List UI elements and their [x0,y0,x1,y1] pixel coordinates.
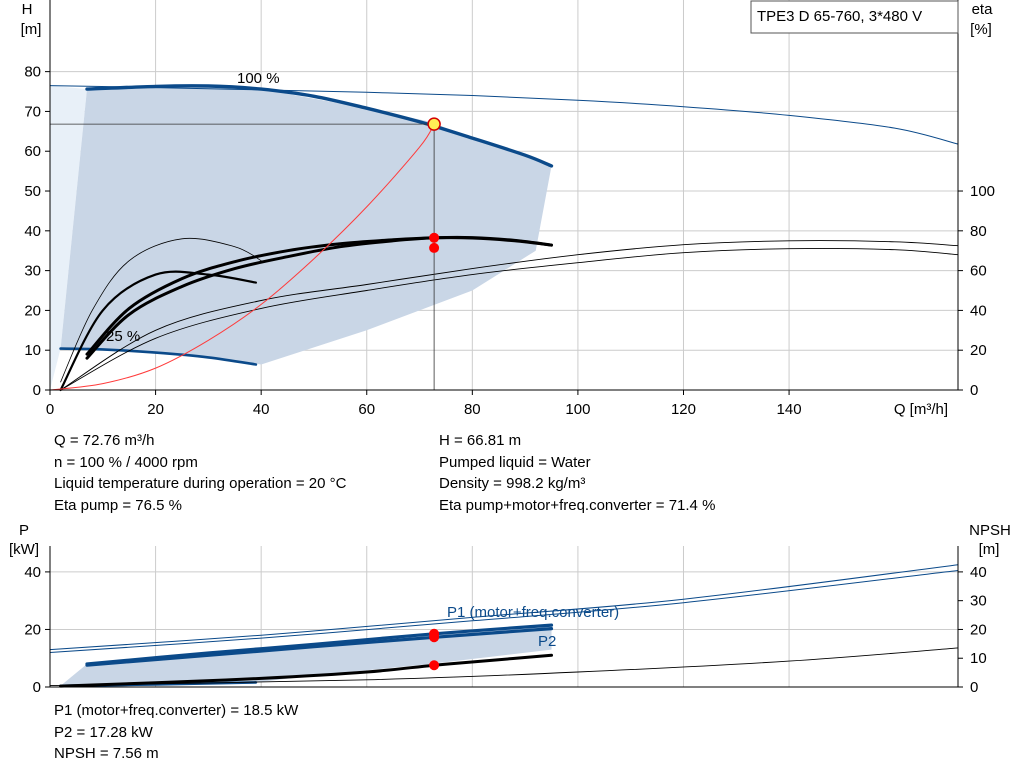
tick-label-right: 40 [970,302,987,319]
readout-power: P1 (motor+freq.converter) = 18.5 kW P2 =… [54,700,298,765]
chart-labels: TPE3 D 65-760, 3*480 V H [m] eta [%] Q [… [9,0,1011,650]
tick-label-x: 100 [565,401,590,418]
curve-head-max [49,85,959,145]
y-label-eta: eta [972,1,994,18]
curve-p1-max [49,564,959,651]
tick-label-right: 0 [970,382,978,399]
y-label-p: P [19,522,29,539]
curve-npsh-max [49,647,959,687]
tick-label-right: 80 [970,223,987,240]
operating-region-power [60,625,552,686]
tick-label-x: 0 [46,401,54,418]
readout-head: H = 66.81 m [439,432,522,449]
power-npsh-panel: 0 20 40 0 10 20 30 40 [24,546,987,696]
tick-label-left: 20 [24,621,41,638]
curve-label-25: 25 % [106,328,140,345]
readout-speed: n = 100 % / 4000 rpm [54,453,198,471]
tick-label-x: 140 [777,401,802,418]
tick-label-right: 40 [970,564,987,581]
tick-label-x: 120 [671,401,696,418]
readout-eta-pump: Eta pump = 76.5 % [54,496,182,514]
tick-label-left: 60 [24,143,41,160]
extended-range-area [50,85,87,391]
tick-label-right: 20 [970,621,987,638]
duty-point-marker [427,117,441,131]
curve-eta-max-2 [60,248,959,391]
readout-p2: P2 = 17.28 kW [54,723,153,741]
efficiency-operating-point [429,232,440,243]
readout-right: H = 66.81 m Pumped liquid = Water Densit… [439,430,715,516]
head-efficiency-panel: 0 10 20 30 40 50 60 70 80 0 20 40 60 80 100 0 20 40 60 80 10… [24,0,995,418]
tick-label-left: 10 [24,342,41,359]
tick-label-right: 100 [970,183,995,200]
tick-label-left: 50 [24,183,41,200]
power-operating-point [429,632,440,643]
system-curve [49,123,435,391]
readout-flow: Q = 72.76 m³/h [54,432,155,449]
readout-npsh: NPSH = 7.56 m [54,745,159,762]
readout-p1: P1 (motor+freq.converter) = 18.5 kW [54,702,299,719]
product-label-box [750,0,959,34]
readout-density: Density = 998.2 kg/m³ [439,475,586,492]
tick-label-right: 30 [970,593,987,610]
readout-liquid: Pumped liquid = Water [439,453,591,471]
tick-label-left: 20 [24,302,41,319]
tick-label-left: 80 [24,64,41,81]
tick-label-left: 70 [24,103,41,120]
curve-label-p2: P2 [538,633,556,650]
tick-label-left: 30 [24,263,41,280]
curve-eta-total [85,236,553,356]
curve-head-25 [59,347,258,366]
curve-label-p1: P1 (motor+freq.converter) [447,604,619,621]
tick-label-right: 0 [970,679,978,696]
tick-label-right: 20 [970,342,987,359]
y-label-npsh: NPSH [969,522,1011,539]
tick-label-left: 40 [24,223,41,240]
power-operating-point [429,660,440,671]
tick-label-left: 0 [33,382,41,399]
readout-eta-total: Eta pump+motor+freq.converter = 71.4 % [439,496,716,514]
curve-npsh [59,653,553,688]
curve-p1-100 [85,623,554,666]
y-label-h: H [22,1,33,18]
tick-label-left: 40 [24,564,41,581]
tick-label-right: 10 [970,650,987,667]
y-unit-p: [kW] [9,541,39,558]
efficiency-operating-point [429,242,440,253]
curve-p2-max [49,570,959,653]
x-label-q: Q [m³/h] [894,401,948,418]
curve-head-100 [85,84,554,168]
tick-label-left: 0 [33,679,41,696]
curve-p2-100 [85,627,554,667]
product-label: TPE3 D 65-760, 3*480 V [757,8,922,25]
tick-label-right: 60 [970,263,987,280]
curve-eta-max-1 [60,240,959,391]
tick-label-x: 20 [147,401,164,418]
operating-region [60,86,552,365]
y-unit-h: [m] [21,21,42,38]
readout-temperature: Liquid temperature during operation = 20… [54,475,347,492]
tick-label-x: 60 [358,401,375,418]
y-unit-eta: [%] [970,21,992,38]
curve-eta-25-thin [60,237,262,383]
y-unit-npsh: [m] [979,541,1000,558]
curve-eta-25 [59,270,257,392]
readout-left: Q = 72.76 m³/h n = 100 % / 4000 rpm Liqu… [54,430,346,516]
tick-label-x: 80 [464,401,481,418]
tick-label-x: 40 [253,401,270,418]
curve-label-100: 100 % [237,70,280,87]
